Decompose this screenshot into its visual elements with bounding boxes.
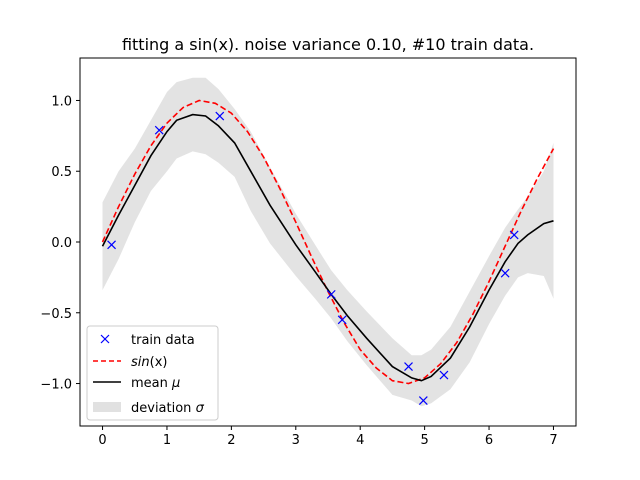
train-data-point (154, 125, 164, 135)
train-data-point (418, 396, 428, 405)
train-data-point (337, 315, 347, 325)
y-tick-label: −1.0 (40, 378, 72, 393)
train-data-point (439, 370, 449, 380)
train-data-point (404, 362, 413, 371)
train-data-point (500, 268, 510, 278)
deviation-band (102, 77, 554, 407)
train-data-point (107, 240, 116, 250)
train-markers-layer (107, 111, 519, 405)
x-tick-label: 5 (420, 433, 428, 448)
legend-sin-italic: sin (131, 355, 150, 370)
legend-train-label: train data (131, 333, 195, 348)
train-data-point (509, 230, 519, 240)
legend-deviation-label: deviation σ (131, 401, 205, 416)
x-tick-label: 3 (292, 433, 300, 448)
legend-train-marker (100, 334, 110, 344)
legend-deviation-swatch (93, 402, 121, 412)
x-tick-label: 1 (163, 433, 171, 448)
legend-frame (86, 325, 219, 421)
legend: train data sin(x) mean μ deviation σ (86, 325, 219, 421)
deviation-band-layer (102, 77, 554, 407)
legend-dev-prefix: deviation (131, 401, 196, 416)
y-tick-label: −0.5 (40, 307, 72, 322)
y-ticks: 1.0 0.5 0.0 −0.5 −1.0 (40, 94, 80, 393)
legend-sin-label: sin(x) (131, 355, 167, 370)
legend-mean-label: mean μ (131, 376, 180, 391)
y-tick-label: 1.0 (51, 94, 72, 109)
train-data-point (215, 111, 225, 121)
chart-title: fitting a sin(x). noise variance 0.10, #… (122, 35, 534, 54)
x-ticks: 0 1 2 3 4 5 6 7 (98, 426, 558, 448)
y-tick-label: 0.5 (51, 165, 72, 180)
x-tick-label: 6 (485, 433, 493, 448)
x-tick-label: 7 (549, 433, 557, 448)
train-data-point (326, 289, 336, 299)
legend-mean-symbol: μ (171, 376, 180, 391)
legend-dev-symbol: σ (196, 401, 205, 416)
legend-sin-tail: (x) (150, 355, 168, 370)
y-tick-label: 0.0 (51, 236, 72, 251)
x-tick-label: 0 (98, 433, 106, 448)
x-tick-label: 4 (356, 433, 364, 448)
legend-mean-prefix: mean (131, 376, 172, 391)
x-tick-label: 2 (227, 433, 235, 448)
